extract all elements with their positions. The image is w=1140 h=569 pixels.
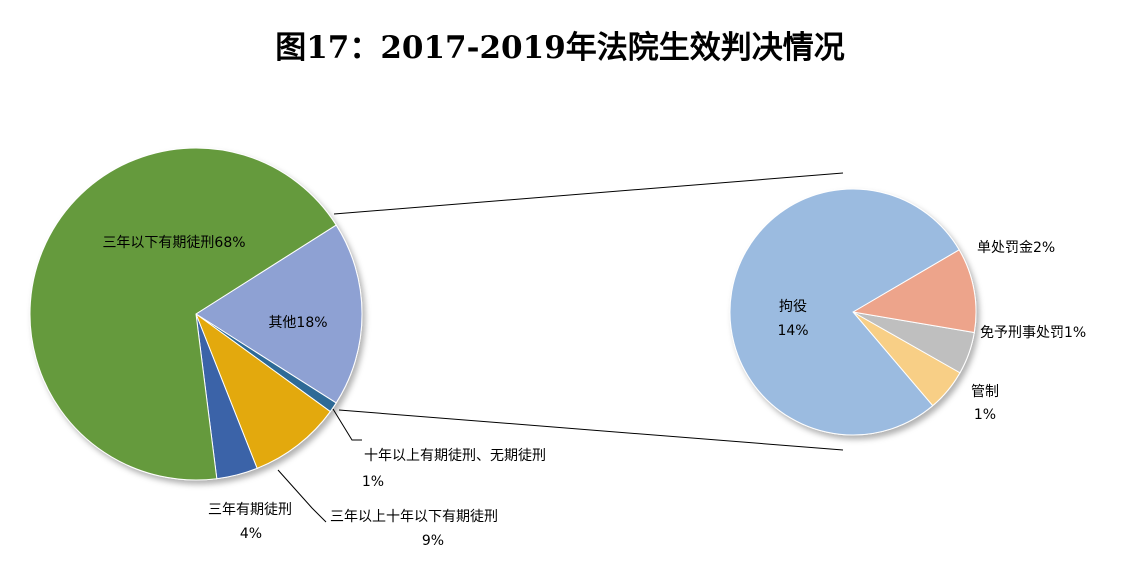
label-ten-years-plus: 十年以上有期徒刑、无期徒刑 [364,448,546,464]
secondary-slice-2 [851,249,977,334]
secondary-slice-3 [729,188,960,436]
main-slice-0 [195,224,363,404]
label-ten-years-plus-pct: 1% [362,474,384,490]
leader-line-three-to-ten [277,469,327,523]
chart-title: 图17：2017-2019年法院生效判决情况 [275,30,845,66]
leader-line-ten-years [332,408,362,441]
main-slice-2 [194,312,331,469]
main-slice-4 [29,147,337,481]
label-control: 管制 [971,384,999,400]
label-detention: 拘役 [779,299,807,315]
label-three-to-ten: 三年以上十年以下有期徒刑 [330,509,498,525]
label-fine-only: 单处罚金2% [977,240,1055,256]
label-other: 其他18% [268,315,327,331]
secondary-pie [729,188,977,436]
label-detention-pct: 14% [777,323,808,339]
label-exempt: 免予刑事处罚1% [980,325,1086,341]
label-under-three-years: 三年以下有期徒刑68% [102,235,245,251]
label-three-years: 三年有期徒刑 [208,502,292,518]
connector-line-bottom [338,409,844,451]
main-pie [29,147,363,481]
label-three-years-pct: 4% [240,526,262,542]
label-control-pct: 1% [974,407,996,423]
connector-line-top [333,172,844,215]
label-three-to-ten-pct: 9% [422,533,444,549]
